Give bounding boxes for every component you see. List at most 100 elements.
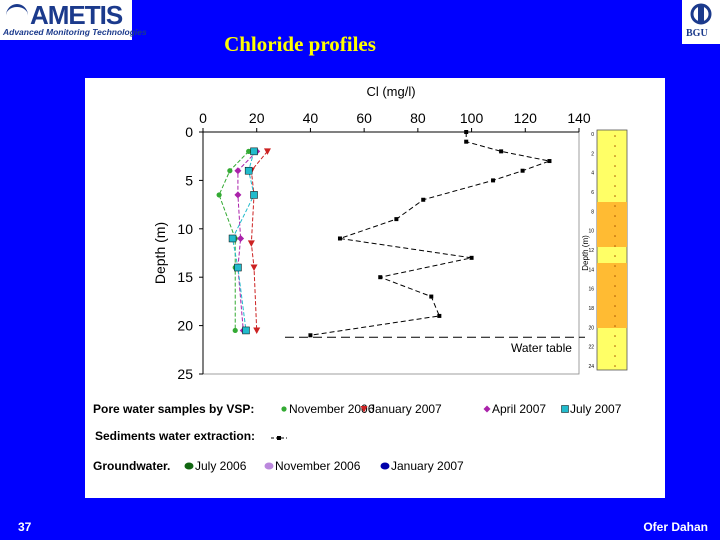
legend: Pore water samples by VSP: November 2006J…	[93, 402, 622, 473]
x-tick-label: 60	[356, 110, 372, 126]
data-point	[234, 167, 242, 175]
series-3	[228, 147, 258, 335]
x-tick-label: 100	[460, 110, 484, 126]
data-point	[337, 236, 342, 241]
water-table-label: Water table	[511, 341, 572, 355]
lithology-tick-label: 16	[588, 287, 594, 293]
lithology-dot	[614, 265, 616, 267]
y-tick-label: 0	[185, 124, 193, 140]
legend-groundwater-marker	[380, 462, 390, 470]
lithology-dot	[614, 335, 616, 337]
series-line	[310, 132, 552, 336]
data-point	[234, 263, 242, 272]
bgu-logo: BGU	[682, 0, 720, 44]
data-point	[421, 197, 426, 202]
legend-marker	[360, 406, 368, 413]
lithology-dot	[614, 325, 616, 327]
lithology-dot	[614, 175, 616, 177]
y-tick-label: 25	[177, 366, 193, 382]
y-tick-label: 20	[177, 318, 193, 334]
data-point	[234, 191, 242, 199]
slide-title: Chloride profiles	[224, 32, 376, 56]
lithology-dot	[614, 275, 616, 277]
series-4	[308, 130, 552, 338]
data-point	[378, 275, 383, 280]
data-point	[228, 234, 237, 243]
lithology-dot	[614, 295, 616, 297]
legend-vsp-label: Pore water samples by VSP:	[93, 402, 254, 416]
lithology-dot	[614, 145, 616, 147]
data-point	[469, 255, 474, 260]
legend-marker	[483, 405, 491, 413]
data-point	[250, 264, 258, 272]
x-tick-label: 140	[567, 110, 591, 126]
legend-item-label: April 2007	[492, 402, 546, 416]
lithology-dot	[614, 225, 616, 227]
lithology-dot	[614, 205, 616, 207]
legend-item-label: November 2006	[289, 402, 375, 416]
data-point	[499, 149, 504, 154]
legend-item-label: January 2007	[391, 459, 464, 473]
lithology-tick-label: 12	[588, 248, 594, 254]
data-point	[253, 327, 261, 334]
data-point	[464, 130, 469, 134]
lithology-dot	[614, 345, 616, 347]
lithology-tick-label: 0	[591, 132, 594, 138]
lithology-dot	[614, 135, 616, 137]
lithology-tick-label: 8	[591, 209, 594, 215]
lithology-dot	[614, 355, 616, 357]
lithology-layer-orange	[597, 263, 627, 328]
series-line	[218, 151, 250, 331]
legend-marker	[281, 406, 287, 412]
legend-marker	[561, 405, 569, 413]
lithology-tick-label: 20	[588, 325, 594, 331]
y-tick-label: 5	[185, 172, 193, 188]
x-tick-label: 0	[199, 110, 207, 126]
lithology-dot	[614, 155, 616, 157]
y-tick-label: 15	[177, 269, 193, 285]
lithology-dot	[614, 315, 616, 317]
bgu-emblem-icon	[690, 3, 712, 25]
data-point	[250, 191, 258, 199]
legend-sediments-label: Sediments water extraction:	[95, 429, 255, 443]
lithology-tick-label: 2	[591, 151, 594, 157]
ametis-logo: AMETIS Advanced Monitoring Technologies	[0, 0, 147, 40]
lithology-dot	[614, 255, 616, 257]
data-point	[491, 178, 496, 183]
data-point	[244, 166, 253, 175]
data-point	[232, 327, 238, 334]
chart-panel: 0 20 40 60 80 100 120 140 0 5 10 15 20 25 Cl (mg/l) Dep…	[85, 78, 665, 498]
data-point	[227, 168, 233, 174]
page-number: 37	[18, 520, 32, 534]
lithology-dot	[614, 285, 616, 287]
data-point	[242, 326, 250, 335]
data-point	[216, 192, 222, 198]
series-1	[247, 148, 271, 334]
series-2	[234, 147, 261, 334]
lithology-dot	[614, 215, 616, 217]
data-point	[547, 159, 552, 164]
lithology-dot	[614, 185, 616, 187]
lithology-dot	[614, 245, 616, 247]
lithology-tick-label: 22	[588, 345, 594, 351]
y-tick-label: 10	[177, 221, 193, 237]
x-tick-label: 40	[303, 110, 319, 126]
legend-item-label: July 2006	[195, 459, 247, 473]
data-point	[429, 294, 434, 299]
data-point	[464, 139, 469, 144]
data-point	[394, 217, 399, 222]
x-axis-label: Cl (mg/l)	[366, 84, 415, 99]
legend-item-label: January 2007	[369, 402, 442, 416]
data-point	[246, 148, 252, 154]
series-line	[232, 151, 255, 331]
bgu-logo-text: BGU	[686, 28, 708, 39]
legend-item-label: November 2006	[275, 459, 361, 473]
x-tick-label: 20	[249, 110, 265, 126]
lithology-layer-orange	[597, 202, 627, 247]
lithology-tick-label: 24	[588, 364, 594, 370]
data-point	[308, 333, 313, 338]
data-point	[520, 168, 525, 173]
